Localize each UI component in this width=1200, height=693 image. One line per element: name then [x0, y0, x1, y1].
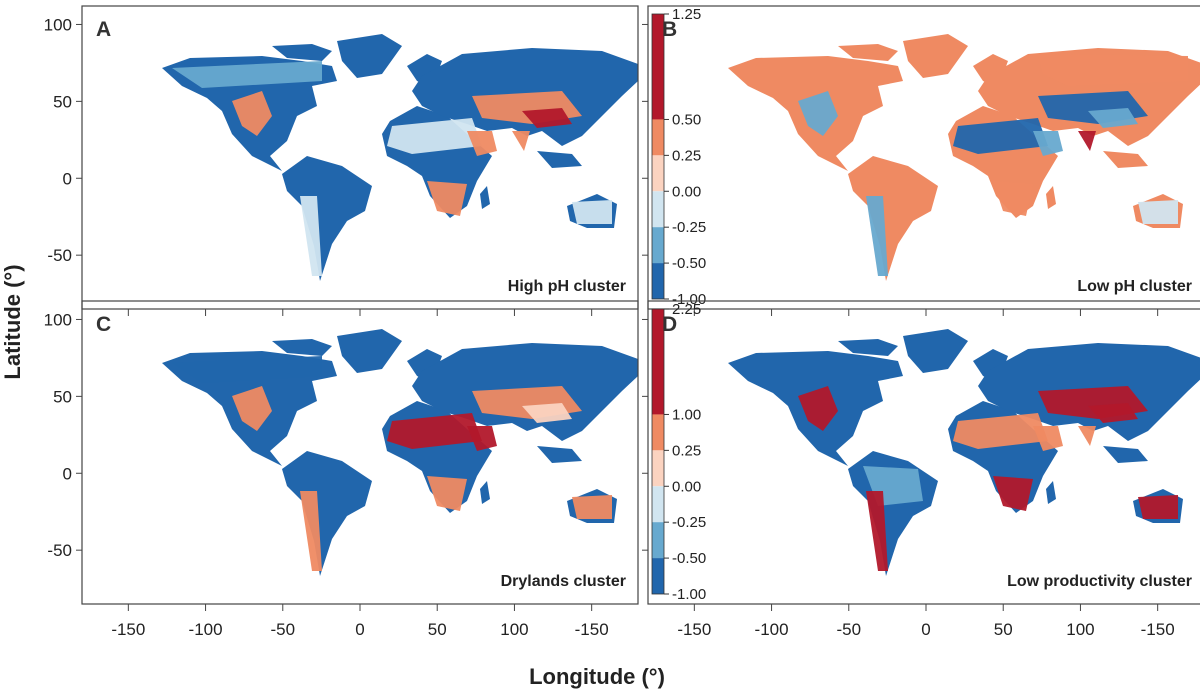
- land-patch: [512, 131, 530, 151]
- land-patch: [1078, 426, 1096, 446]
- y-axis-title: Latitude (°): [0, 264, 25, 379]
- y-tick-label: 50: [53, 92, 72, 111]
- y-tick-label: 100: [44, 310, 72, 329]
- colorbar-segment: [652, 14, 664, 120]
- y-tick-label: 0: [63, 169, 72, 188]
- panels: A High pH cluster 100 50 0 -50 1.25 0.50 0.25 0.0…: [44, 5, 1200, 639]
- land-patch: [427, 476, 467, 511]
- x-tick-label: -150: [111, 620, 145, 639]
- colorbar-frame: [651, 308, 665, 595]
- y-tick-label: -50: [47, 541, 72, 560]
- colorbar-frame: [651, 13, 665, 300]
- colorbar-segment: [652, 263, 664, 299]
- x-tick-label: -50: [836, 620, 861, 639]
- colorbar-segment: [652, 558, 664, 594]
- colorbar: 2.25 1.00 0.25 0.00 -0.25 -0.50 -1.00: [651, 301, 706, 603]
- colorbar-segment: [652, 119, 664, 156]
- colorbar-label: 2.25: [672, 301, 701, 318]
- land-patch: [572, 495, 612, 519]
- panel-title: Drylands cluster: [501, 573, 626, 590]
- colorbar-segment: [652, 414, 664, 451]
- colorbar-label: -0.50: [672, 550, 706, 567]
- panel-letter: C: [96, 313, 111, 336]
- y-tick-label: 50: [53, 387, 72, 406]
- colorbar-label: -0.50: [672, 255, 706, 272]
- panel-title: Low pH cluster: [1077, 278, 1192, 295]
- land-patch: [427, 181, 467, 216]
- panel-letter: B: [662, 18, 677, 41]
- colorbar-segment: [652, 191, 664, 228]
- land-patch: [572, 200, 612, 224]
- x-tick-label: 0: [355, 620, 364, 639]
- x-tick-label: 0: [921, 620, 930, 639]
- y-tick-label: 0: [63, 464, 72, 483]
- panel-title: High pH cluster: [508, 278, 626, 295]
- y-tick-label: 100: [44, 15, 72, 34]
- panel-C: C Drylands cluster 100 50 0 -50 -150 -100 -50 0 50…: [44, 300, 706, 639]
- colorbar-segment: [652, 155, 664, 192]
- x-tick-label: 50: [428, 620, 447, 639]
- land-patch: [1078, 131, 1096, 151]
- colorbar-label: -1.00: [672, 291, 706, 308]
- x-tick-label: -50: [270, 620, 295, 639]
- colorbar-label: 0.25: [672, 442, 701, 459]
- colorbar-label: -0.25: [672, 514, 706, 531]
- colorbar-label: 1.25: [672, 6, 701, 23]
- x-tick-label: -150: [1141, 620, 1175, 639]
- x-tick-label: -150: [575, 620, 609, 639]
- colorbar-label: -0.25: [672, 219, 706, 236]
- colorbar-label: 0.50: [672, 111, 701, 128]
- colorbar: 1.25 0.50 0.25 0.00 -0.25 -0.50 -1.00: [651, 6, 706, 308]
- x-tick-label: -100: [755, 620, 789, 639]
- colorbar-label: -1.00: [672, 586, 706, 603]
- land-patch: [1038, 54, 1188, 86]
- x-tick-label: 50: [994, 620, 1013, 639]
- panel-letter: A: [96, 18, 111, 41]
- colorbar-segment: [652, 450, 664, 487]
- x-axis-title: Longitude (°): [529, 664, 665, 689]
- map-C: [162, 329, 638, 576]
- map-D: [728, 329, 1200, 576]
- panel-A: A High pH cluster 100 50 0 -50 1.25 0.50 0.25 0.0…: [44, 5, 706, 316]
- map-A: [162, 34, 638, 281]
- x-tick-label: -150: [677, 620, 711, 639]
- x-tick-label: 100: [1066, 620, 1094, 639]
- land-base: [728, 329, 1200, 576]
- map-B: [728, 34, 1200, 281]
- y-tick-label: -50: [47, 246, 72, 265]
- land-patch: [993, 476, 1033, 511]
- land-patch: [1138, 200, 1178, 224]
- colorbar-label: 0.00: [672, 478, 701, 495]
- colorbar-label: 1.00: [672, 406, 701, 423]
- x-tick-label: -100: [189, 620, 223, 639]
- panel-D: D Low productivity cluster -150 -100 -50 0 50 1…: [642, 300, 1200, 639]
- colorbar-label: 0.25: [672, 147, 701, 164]
- colorbar-segment: [652, 486, 664, 523]
- colorbar-segment: [652, 227, 664, 264]
- colorbar-label: 0.00: [672, 183, 701, 200]
- x-tick-label: 100: [500, 620, 528, 639]
- colorbar-segment: [652, 522, 664, 559]
- colorbar-segment: [652, 309, 664, 415]
- panel-letter: D: [662, 313, 677, 336]
- panel-title: Low productivity cluster: [1007, 573, 1192, 590]
- land-patch: [1138, 495, 1178, 519]
- land-patch: [993, 181, 1033, 216]
